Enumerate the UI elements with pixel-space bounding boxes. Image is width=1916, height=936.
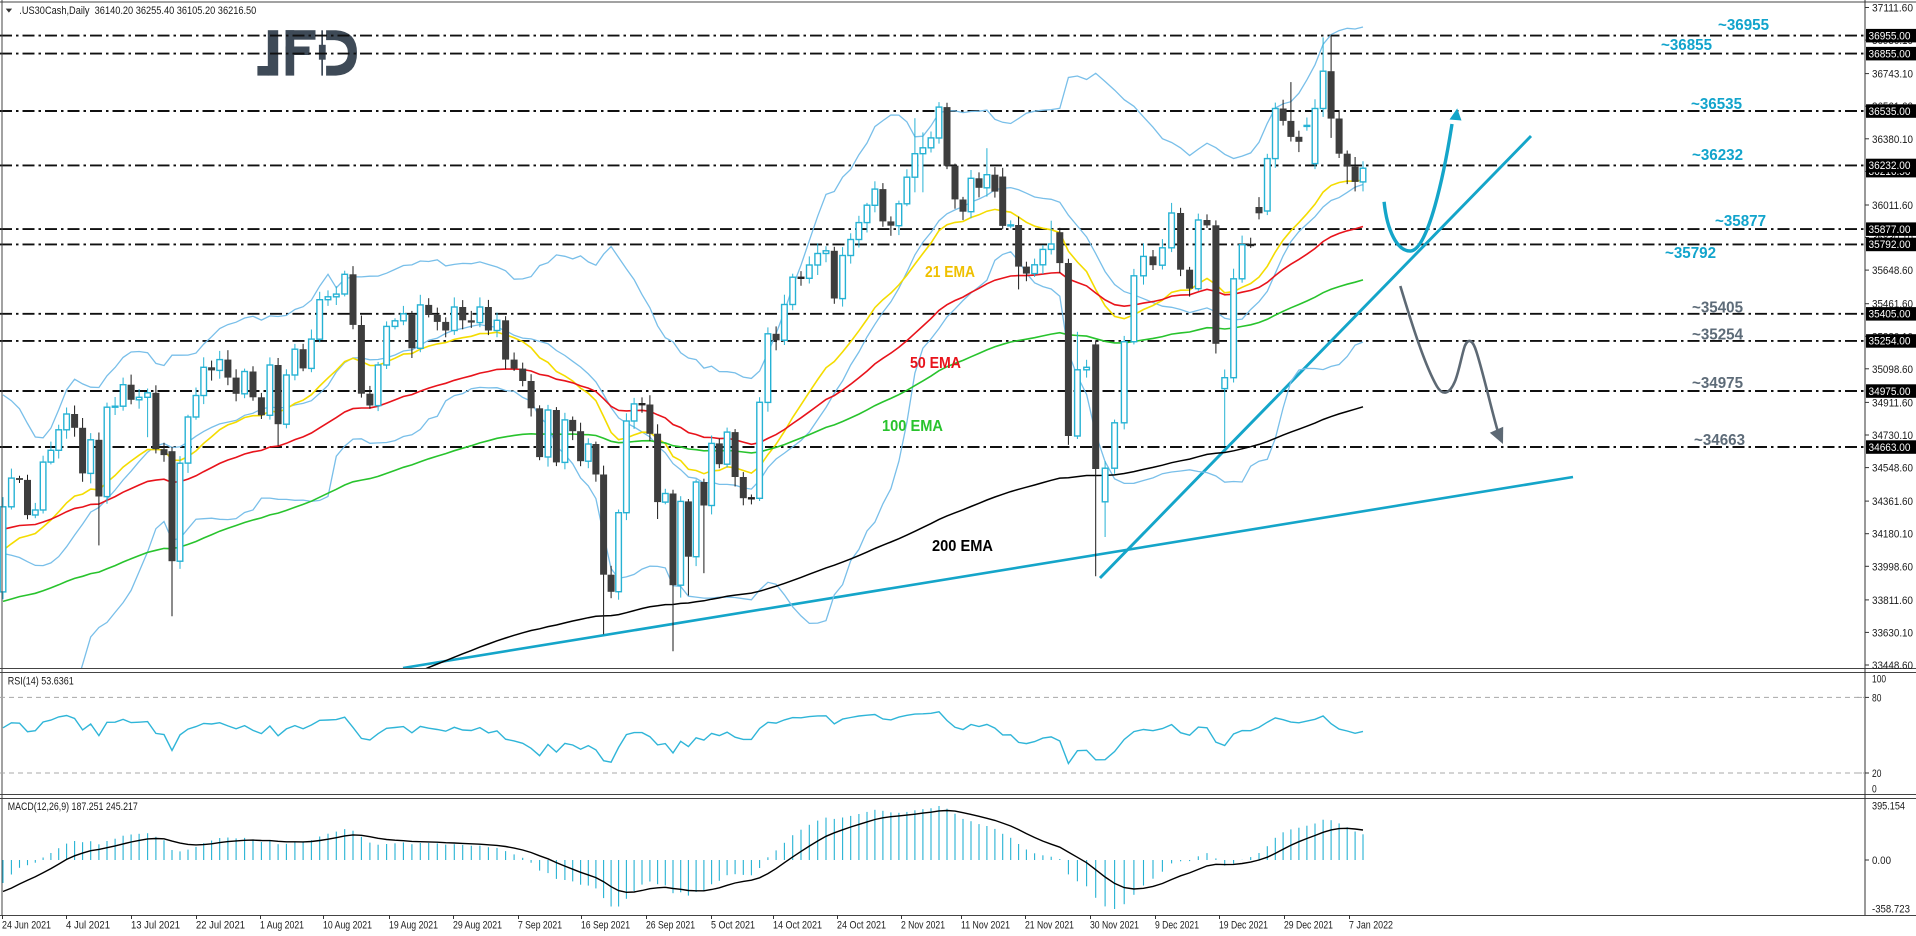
- svg-text:34361.60: 34361.60: [1872, 496, 1913, 508]
- svg-text:0: 0: [1872, 784, 1877, 796]
- svg-text:24 Jun 2021: 24 Jun 2021: [2, 920, 51, 932]
- svg-text:36855.00: 36855.00: [1869, 48, 1911, 60]
- svg-text:35792.00: 35792.00: [1869, 239, 1911, 251]
- svg-text:36535.00: 36535.00: [1869, 106, 1911, 118]
- svg-text:100 EMA: 100 EMA: [882, 418, 943, 435]
- svg-text:34975.00: 34975.00: [1869, 386, 1911, 398]
- svg-text:29 Dec 2021: 29 Dec 2021: [1284, 920, 1333, 932]
- svg-text:~36535: ~36535: [1691, 96, 1742, 113]
- svg-text:36011.60: 36011.60: [1872, 200, 1913, 212]
- svg-text:~35405: ~35405: [1692, 300, 1743, 317]
- svg-text:16 Sep 2021: 16 Sep 2021: [581, 920, 630, 932]
- svg-text:35405.00: 35405.00: [1869, 309, 1911, 321]
- svg-text:37111.60: 37111.60: [1872, 3, 1913, 15]
- svg-text:5 Oct 2021: 5 Oct 2021: [711, 920, 755, 932]
- svg-text:0.00: 0.00: [1872, 855, 1891, 867]
- svg-text:20: 20: [1872, 768, 1881, 780]
- svg-text:~34975: ~34975: [1692, 375, 1743, 392]
- svg-text:34548.60: 34548.60: [1872, 463, 1913, 475]
- svg-text:33448.60: 33448.60: [1872, 660, 1913, 672]
- svg-text:36380.10: 36380.10: [1872, 134, 1913, 146]
- svg-text:24 Oct 2021: 24 Oct 2021: [837, 920, 886, 932]
- svg-text:14 Oct 2021: 14 Oct 2021: [773, 920, 822, 932]
- svg-text:1 Aug 2021: 1 Aug 2021: [260, 920, 304, 932]
- svg-text:35254.00: 35254.00: [1869, 336, 1911, 348]
- svg-text:33630.10: 33630.10: [1872, 627, 1913, 639]
- svg-text:35877.00: 35877.00: [1869, 224, 1911, 236]
- svg-text:26 Sep 2021: 26 Sep 2021: [646, 920, 695, 932]
- svg-text:RSI(14) 53.6361: RSI(14) 53.6361: [8, 676, 74, 688]
- svg-text:21 Nov 2021: 21 Nov 2021: [1025, 920, 1074, 932]
- svg-text:35098.60: 35098.60: [1872, 364, 1913, 376]
- svg-text:50 EMA: 50 EMA: [910, 355, 961, 372]
- svg-text:21 EMA: 21 EMA: [925, 264, 975, 281]
- svg-text:.US30Cash,Daily 36140.20 3625: .US30Cash,Daily 36140.20 36255.40 36105.…: [19, 5, 256, 17]
- svg-text:~35877: ~35877: [1715, 213, 1766, 230]
- svg-text:36743.10: 36743.10: [1872, 69, 1913, 81]
- svg-text:4 Jul 2021: 4 Jul 2021: [66, 920, 110, 932]
- svg-text:19 Aug 2021: 19 Aug 2021: [389, 920, 438, 932]
- svg-text:10 Aug 2021: 10 Aug 2021: [323, 920, 372, 932]
- svg-text:-358.723: -358.723: [1872, 904, 1910, 916]
- svg-text:7 Jan 2022: 7 Jan 2022: [1349, 920, 1393, 932]
- svg-text:~36955: ~36955: [1718, 17, 1769, 34]
- svg-text:~34663: ~34663: [1694, 432, 1745, 449]
- svg-text:100: 100: [1872, 674, 1886, 686]
- svg-text:13 Jul 2021: 13 Jul 2021: [131, 920, 180, 932]
- svg-text:34663.00: 34663.00: [1869, 442, 1911, 454]
- svg-text:35648.60: 35648.60: [1872, 265, 1913, 277]
- svg-text:30 Nov 2021: 30 Nov 2021: [1090, 920, 1139, 932]
- svg-text:80: 80: [1872, 692, 1881, 704]
- svg-text:34911.60: 34911.60: [1872, 397, 1913, 409]
- svg-text:33811.60: 33811.60: [1872, 595, 1913, 607]
- svg-text:22 Jul 2021: 22 Jul 2021: [196, 920, 245, 932]
- svg-text:~35254: ~35254: [1692, 327, 1743, 344]
- svg-text:11 Nov 2021: 11 Nov 2021: [961, 920, 1010, 932]
- svg-text:19 Dec 2021: 19 Dec 2021: [1219, 920, 1268, 932]
- svg-text:~35792: ~35792: [1665, 245, 1716, 262]
- svg-text:34730.10: 34730.10: [1872, 430, 1913, 442]
- svg-text:7 Sep 2021: 7 Sep 2021: [518, 920, 562, 932]
- svg-text:~36232: ~36232: [1692, 147, 1743, 164]
- svg-text:~36855: ~36855: [1661, 37, 1712, 54]
- svg-text:2 Nov 2021: 2 Nov 2021: [901, 920, 945, 932]
- svg-text:9 Dec 2021: 9 Dec 2021: [1155, 920, 1199, 932]
- svg-text:MACD(12,26,9) 187.251 245.217: MACD(12,26,9) 187.251 245.217: [8, 801, 138, 813]
- svg-text:34180.10: 34180.10: [1872, 529, 1913, 541]
- svg-text:200 EMA: 200 EMA: [932, 538, 993, 555]
- svg-text:395.154: 395.154: [1872, 801, 1905, 813]
- svg-text:33998.60: 33998.60: [1872, 561, 1913, 573]
- svg-text:36232.00: 36232.00: [1869, 160, 1911, 172]
- svg-text:36955.00: 36955.00: [1869, 30, 1911, 42]
- svg-text:29 Aug 2021: 29 Aug 2021: [453, 920, 502, 932]
